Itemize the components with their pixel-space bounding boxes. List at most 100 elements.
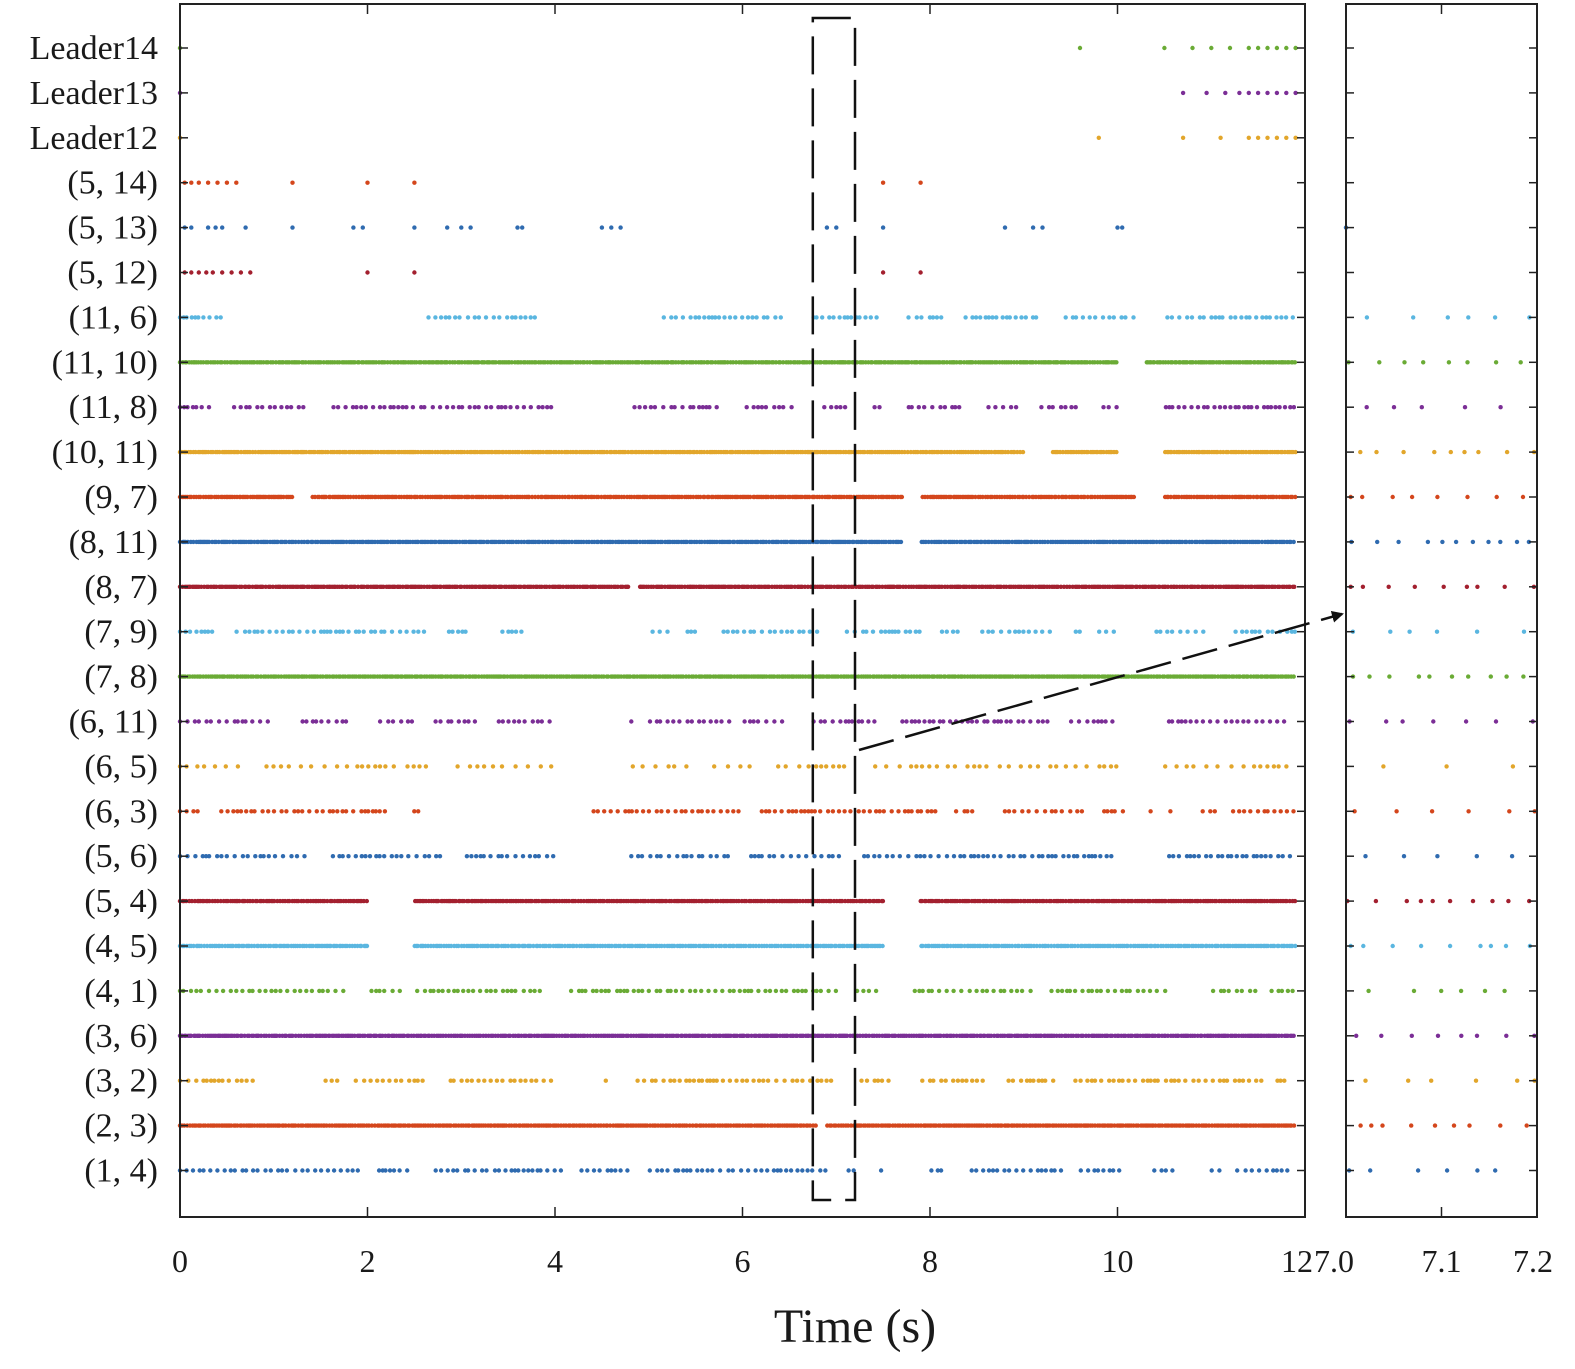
event-dot — [215, 1168, 220, 1173]
event-dot — [994, 1168, 1000, 1173]
event-dot — [438, 1168, 444, 1173]
event-dot — [1010, 674, 1015, 679]
event-dot — [1082, 854, 1087, 859]
event-dot — [527, 854, 533, 859]
event-dot — [797, 629, 802, 634]
event-dot — [1290, 988, 1295, 994]
event-dot — [745, 1168, 751, 1173]
event-dot — [1052, 1168, 1057, 1173]
event-dot — [223, 764, 228, 769]
event-dot — [566, 898, 572, 904]
event-dot — [1169, 719, 1175, 724]
event-dot — [433, 719, 438, 724]
event-dot — [684, 854, 689, 859]
event-dot — [1155, 1078, 1160, 1083]
event-dot — [465, 1078, 470, 1083]
event-dot — [680, 674, 686, 679]
event-dot — [681, 1168, 686, 1173]
event-dot — [446, 629, 452, 634]
event-dot — [193, 854, 198, 859]
event-dot — [708, 719, 713, 724]
event-dot — [1169, 1078, 1174, 1083]
event-dot — [1248, 809, 1253, 814]
event-dot — [606, 988, 611, 994]
event-dot — [722, 854, 727, 859]
event-dot — [684, 1078, 689, 1083]
event-dot — [629, 719, 634, 724]
event-dot — [883, 629, 888, 634]
event-dot — [304, 988, 309, 994]
event-dot — [455, 988, 460, 994]
event-dot — [374, 988, 379, 994]
event-dot — [208, 1078, 214, 1083]
event-dot — [906, 854, 911, 859]
event-dot — [1028, 988, 1033, 994]
event-dot — [1096, 674, 1102, 679]
event-dot — [1246, 1078, 1252, 1083]
event-dot — [1168, 809, 1173, 814]
event-dot — [346, 854, 351, 859]
event-dot — [490, 764, 496, 769]
event-dot — [526, 1168, 531, 1173]
event-dot — [688, 1168, 693, 1173]
event-dot — [1011, 854, 1016, 859]
event-dot — [389, 854, 394, 859]
event-dot — [912, 719, 918, 724]
event-dot — [719, 719, 724, 724]
event-dot — [1148, 1078, 1153, 1083]
event-dot — [1111, 629, 1117, 634]
event-dot — [636, 854, 641, 859]
event-dot — [191, 539, 196, 545]
event-dot — [878, 1168, 884, 1173]
event-dot — [1276, 764, 1281, 769]
event-dot — [943, 1078, 948, 1083]
event-dot — [689, 854, 694, 859]
event-dot — [338, 1168, 343, 1173]
event-dot — [1224, 1078, 1230, 1083]
event-dot — [1080, 988, 1085, 994]
event-dot — [688, 629, 694, 634]
event-dot — [968, 854, 974, 859]
event-dot — [520, 854, 526, 859]
event-dot — [779, 719, 785, 724]
event-dot — [965, 764, 970, 769]
event-dot — [1098, 854, 1103, 859]
event-dot — [452, 988, 457, 994]
event-dot — [488, 988, 493, 994]
event-dot — [209, 629, 215, 634]
event-dot — [462, 719, 467, 724]
event-dot — [916, 719, 922, 724]
event-dot — [335, 1078, 340, 1083]
event-dot — [548, 943, 553, 949]
event-dot — [984, 988, 990, 994]
event-dot — [960, 1078, 965, 1083]
event-dot — [756, 1078, 762, 1083]
event-dot — [305, 1168, 310, 1173]
event-dot — [290, 629, 295, 634]
event-dot — [1185, 629, 1190, 634]
event-dot — [390, 988, 395, 994]
event-dot — [310, 719, 316, 724]
event-dot — [382, 854, 387, 859]
event-dot — [535, 719, 541, 724]
event-dot — [602, 809, 607, 814]
event-dot — [488, 1078, 493, 1083]
event-dot — [1055, 988, 1061, 994]
event-dot — [1279, 1168, 1284, 1173]
event-dot — [467, 764, 473, 769]
event-dot — [1018, 1078, 1024, 1083]
event-dot — [1170, 1168, 1175, 1173]
event-dot — [866, 988, 872, 994]
event-dot — [198, 988, 203, 994]
event-dot — [226, 1078, 231, 1083]
event-dot — [861, 809, 866, 814]
event-dot — [1111, 1078, 1116, 1083]
event-dot — [625, 584, 631, 589]
event-dot — [1104, 854, 1109, 859]
event-dot — [873, 988, 879, 994]
event-dot — [518, 1078, 523, 1083]
event-dot — [814, 988, 819, 994]
event-dot — [1010, 1078, 1016, 1083]
event-dot — [788, 854, 794, 859]
event-dot — [711, 809, 716, 814]
